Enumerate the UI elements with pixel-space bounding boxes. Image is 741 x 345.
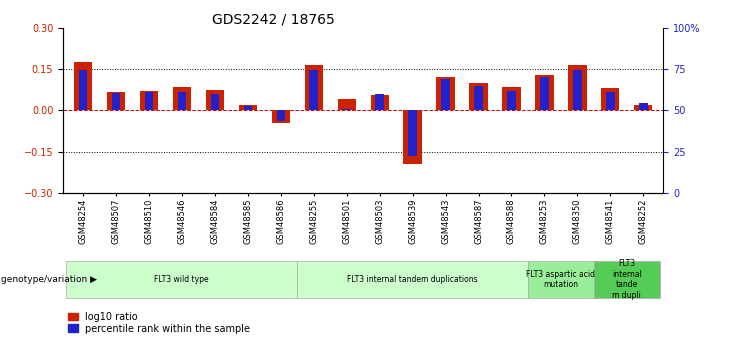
Legend: log10 ratio, percentile rank within the sample: log10 ratio, percentile rank within the … <box>68 312 250 334</box>
Bar <box>239 105 256 110</box>
Bar <box>436 77 455 110</box>
Bar <box>442 79 450 110</box>
Text: FLT3
internal
tande
m dupli: FLT3 internal tande m dupli <box>612 259 642 299</box>
Title: GDS2242 / 18765: GDS2242 / 18765 <box>212 12 334 27</box>
FancyBboxPatch shape <box>297 261 528 298</box>
Bar <box>508 91 516 110</box>
Bar <box>276 110 285 121</box>
Bar <box>205 90 224 110</box>
Bar <box>536 75 554 110</box>
Bar <box>602 88 619 110</box>
Text: FLT3 internal tandem duplications: FLT3 internal tandem duplications <box>348 275 478 284</box>
FancyBboxPatch shape <box>594 261 660 298</box>
Bar <box>606 92 614 110</box>
Bar <box>370 95 388 110</box>
Bar <box>639 104 648 110</box>
Text: genotype/variation ▶: genotype/variation ▶ <box>1 275 97 284</box>
Bar <box>404 110 422 164</box>
Bar <box>376 94 384 110</box>
Bar <box>305 65 322 110</box>
Bar <box>112 93 120 110</box>
Bar <box>502 87 521 110</box>
Bar <box>244 106 252 110</box>
Text: FLT3 wild type: FLT3 wild type <box>154 275 209 284</box>
Bar <box>540 77 548 110</box>
Bar <box>408 110 416 156</box>
Bar <box>470 83 488 110</box>
Bar <box>568 65 587 110</box>
FancyBboxPatch shape <box>528 261 594 298</box>
Bar <box>107 92 124 110</box>
FancyBboxPatch shape <box>66 261 297 298</box>
Bar <box>73 62 92 110</box>
Bar <box>210 95 219 110</box>
Text: FLT3 aspartic acid
mutation: FLT3 aspartic acid mutation <box>526 270 596 289</box>
Bar <box>144 92 153 110</box>
Bar <box>574 70 582 110</box>
Bar <box>342 109 350 110</box>
Bar <box>338 99 356 110</box>
Bar <box>474 86 482 110</box>
Bar <box>139 91 158 110</box>
Bar <box>310 70 318 110</box>
Bar <box>178 92 186 110</box>
Bar <box>79 70 87 110</box>
Bar <box>271 110 290 123</box>
Bar <box>173 87 190 110</box>
Bar <box>634 105 653 110</box>
